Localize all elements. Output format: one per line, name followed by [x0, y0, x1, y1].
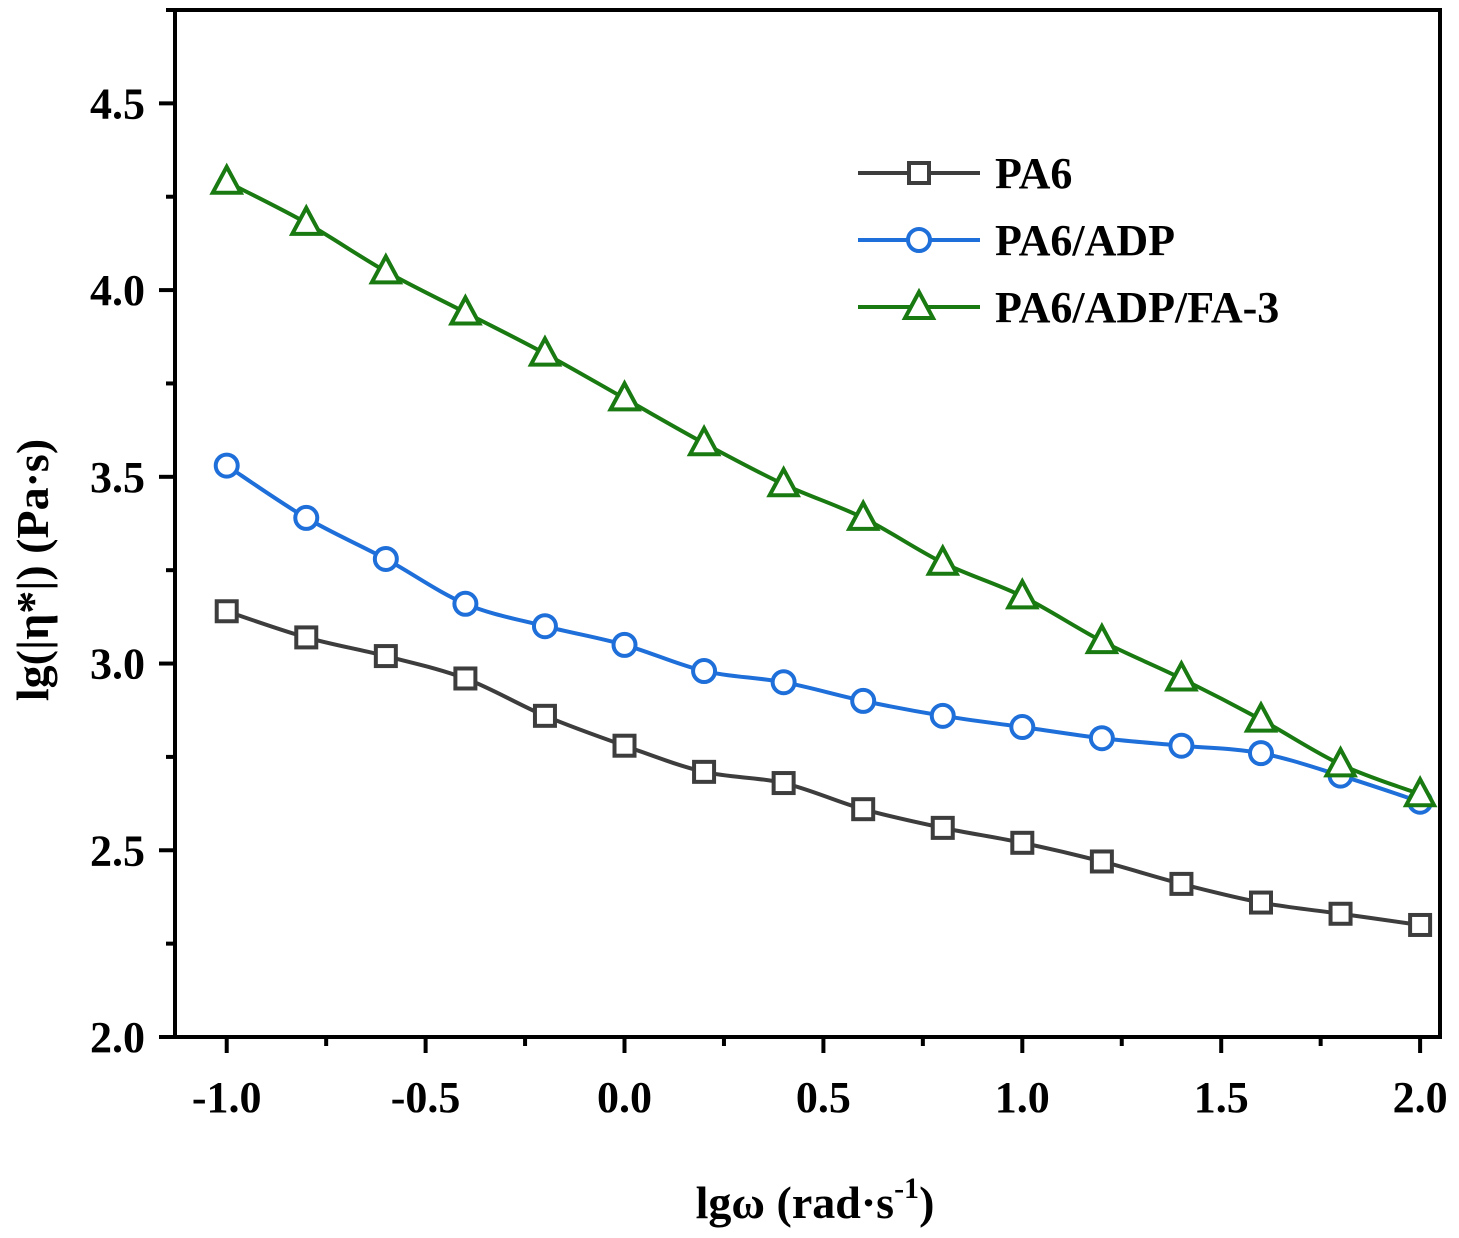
series-layer [209, 162, 1438, 937]
axes-group: -1.0 -0.5 0.0 0.5 1.0 1.5 2.0 2.0 2.5 3.0 3.5 4.0 4.… [90, 8, 1448, 1122]
data-point-pa6 [453, 666, 478, 691]
data-point-pa6-adp [372, 545, 399, 572]
data-point-pa6 [1408, 912, 1433, 937]
data-point-pa6-adp-fa-3 [607, 379, 642, 412]
data-point-pa6-adp-fa-3 [1243, 700, 1279, 733]
legend: PA6 PA6/ADP PA6/ADP/FA-3 [858, 149, 1279, 332]
x-tick-label: 1.0 [995, 1073, 1050, 1122]
y-tick-label: 3.0 [90, 640, 145, 689]
data-point-pa6-adp [293, 504, 320, 531]
data-point-pa6 [692, 759, 717, 784]
data-point-pa6-adp-fa-3 [766, 465, 801, 498]
data-point-pa6-adp [213, 452, 240, 479]
legend-label: PA6/ADP/FA-3 [995, 283, 1279, 332]
data-point-pa6-adp [770, 669, 797, 696]
data-point-pa6-adp-fa-3 [1323, 745, 1358, 778]
data-point-pa6 [612, 733, 637, 758]
x-tick-label: -1.0 [192, 1073, 262, 1122]
x-tick-label: 0.5 [796, 1073, 851, 1122]
y-axis-title: lg(|η*|) (Pa·s) [7, 439, 58, 701]
series-pa6-adp [213, 452, 1434, 815]
series-pa6 [214, 599, 1433, 937]
data-point-pa6-adp-fa-3 [527, 334, 563, 367]
data-point-pa6-adp-fa-3 [925, 543, 961, 576]
y-tick-label: 2.0 [90, 1013, 145, 1062]
plot-frame [173, 8, 1442, 1039]
legend-label: PA6 [995, 149, 1072, 198]
y-tick-label: 4.0 [90, 266, 145, 315]
data-point-pa6-adp [850, 687, 877, 714]
x-tick-label: 0.0 [597, 1073, 652, 1122]
legend-marker [906, 227, 932, 253]
y-tick-label: 4.5 [90, 79, 145, 128]
data-point-pa6 [1248, 890, 1273, 915]
legend-entry-pa6: PA6 [858, 149, 1072, 198]
legend-entry-pa6-adp-fa-3: PA6/ADP/FA-3 [858, 283, 1279, 332]
data-point-pa6-adp [1088, 725, 1115, 752]
x-tick-label: 2.0 [1393, 1073, 1448, 1122]
data-point-pa6-adp [1247, 740, 1274, 767]
data-point-pa6 [1328, 901, 1353, 926]
x-tick-label: -0.5 [391, 1073, 461, 1122]
series-line-pa6-adp [225, 463, 1421, 804]
data-point-pa6-adp [1009, 714, 1036, 741]
data-point-pa6-adp-fa-3 [686, 423, 722, 457]
data-point-pa6 [930, 815, 955, 840]
data-point-pa6 [1010, 830, 1035, 855]
x-tick-label: 1.5 [1194, 1073, 1249, 1122]
data-point-pa6-adp [452, 590, 479, 617]
data-point-pa6-adp-fa-3 [288, 203, 324, 236]
data-point-pa6-adp [1168, 732, 1195, 759]
legend-marker [901, 287, 937, 320]
data-point-pa6 [373, 644, 398, 669]
data-point-pa6-adp [929, 702, 956, 729]
data-point-pa6 [294, 625, 319, 650]
data-point-pa6-adp-fa-3 [1164, 659, 1199, 692]
data-point-pa6-adp-fa-3 [1402, 775, 1438, 808]
data-point-pa6-adp-fa-3 [1084, 621, 1120, 655]
data-point-pa6 [1169, 871, 1194, 896]
data-point-pa6 [851, 797, 876, 822]
series-line-pa6-adp-fa-3 [225, 180, 1421, 797]
data-point-pa6-adp-fa-3 [1004, 577, 1040, 610]
series-pa6-adp-fa-3 [209, 162, 1438, 808]
data-point-pa6-adp-fa-3 [448, 293, 483, 326]
data-point-pa6-adp [691, 658, 718, 685]
x-axis-title: lgω (rad·s-1) [696, 1172, 935, 1228]
data-point-pa6 [1089, 849, 1114, 874]
legend-marker [907, 161, 931, 185]
data-point-pa6-adp [611, 631, 638, 658]
series-line-pa6 [226, 609, 1421, 927]
data-point-pa6-adp [531, 613, 558, 640]
data-point-pa6-adp-fa-3 [368, 252, 404, 285]
y-tick-label: 2.5 [90, 826, 145, 875]
legend-entry-pa6-adp: PA6/ADP [858, 216, 1175, 265]
data-point-pa6 [771, 771, 796, 796]
data-point-pa6-adp-fa-3 [209, 162, 245, 195]
data-point-pa6-adp-fa-3 [845, 498, 881, 531]
data-point-pa6 [214, 599, 239, 624]
y-tick-label: 3.5 [90, 453, 145, 502]
data-point-pa6 [532, 703, 557, 728]
legend-label: PA6/ADP [995, 216, 1175, 265]
